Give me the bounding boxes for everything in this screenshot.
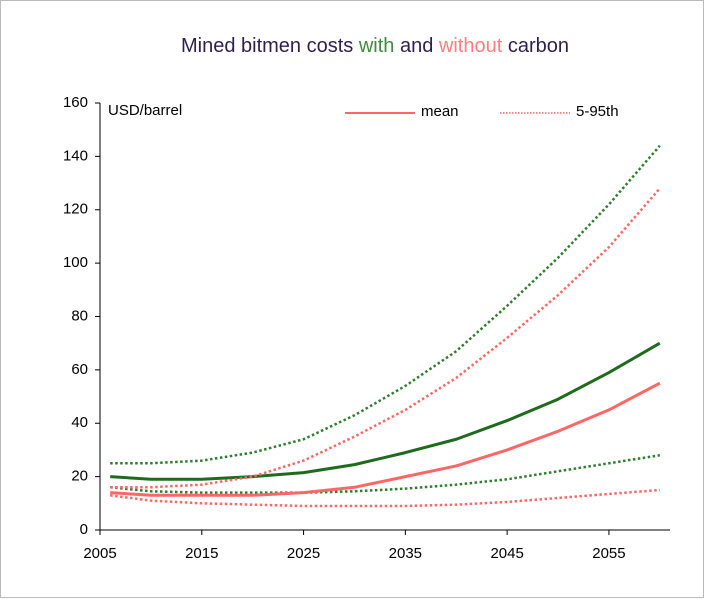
x-tick-label: 2055 xyxy=(592,545,625,562)
series-line xyxy=(110,381,661,497)
y-tick-label: 120 xyxy=(63,201,88,218)
y-tick-label: 60 xyxy=(71,361,88,378)
x-tick-label: 2025 xyxy=(287,545,320,562)
title-part: without xyxy=(438,35,503,57)
title-part: with xyxy=(358,35,395,57)
series-line xyxy=(110,144,661,465)
x-tick-label: 2045 xyxy=(490,545,523,562)
title-part: and xyxy=(394,35,438,57)
y-tick-label: 40 xyxy=(71,414,88,431)
y-tick-label: 80 xyxy=(71,307,88,324)
y-tick-label: 20 xyxy=(71,468,88,485)
legend-label: mean xyxy=(421,103,459,120)
series-line xyxy=(110,488,660,508)
x-tick-label: 2035 xyxy=(389,545,422,562)
y-tick-label: 160 xyxy=(63,94,88,111)
x-tick-label: 2015 xyxy=(185,545,218,562)
chart-title: Mined bitmen costs with and without carb… xyxy=(181,35,569,57)
y-tick-label: 100 xyxy=(63,254,88,271)
legend-label: 5-95th xyxy=(576,103,619,120)
series-line xyxy=(110,341,661,481)
title-part: carbon xyxy=(502,35,569,57)
x-tick-label: 2005 xyxy=(83,545,116,562)
series-line xyxy=(110,187,661,489)
y-tick-label: 140 xyxy=(63,147,88,164)
y-axis-label: USD/barrel xyxy=(108,102,182,119)
y-tick-label: 0 xyxy=(80,521,88,538)
title-part: Mined bitmen costs xyxy=(181,35,359,57)
